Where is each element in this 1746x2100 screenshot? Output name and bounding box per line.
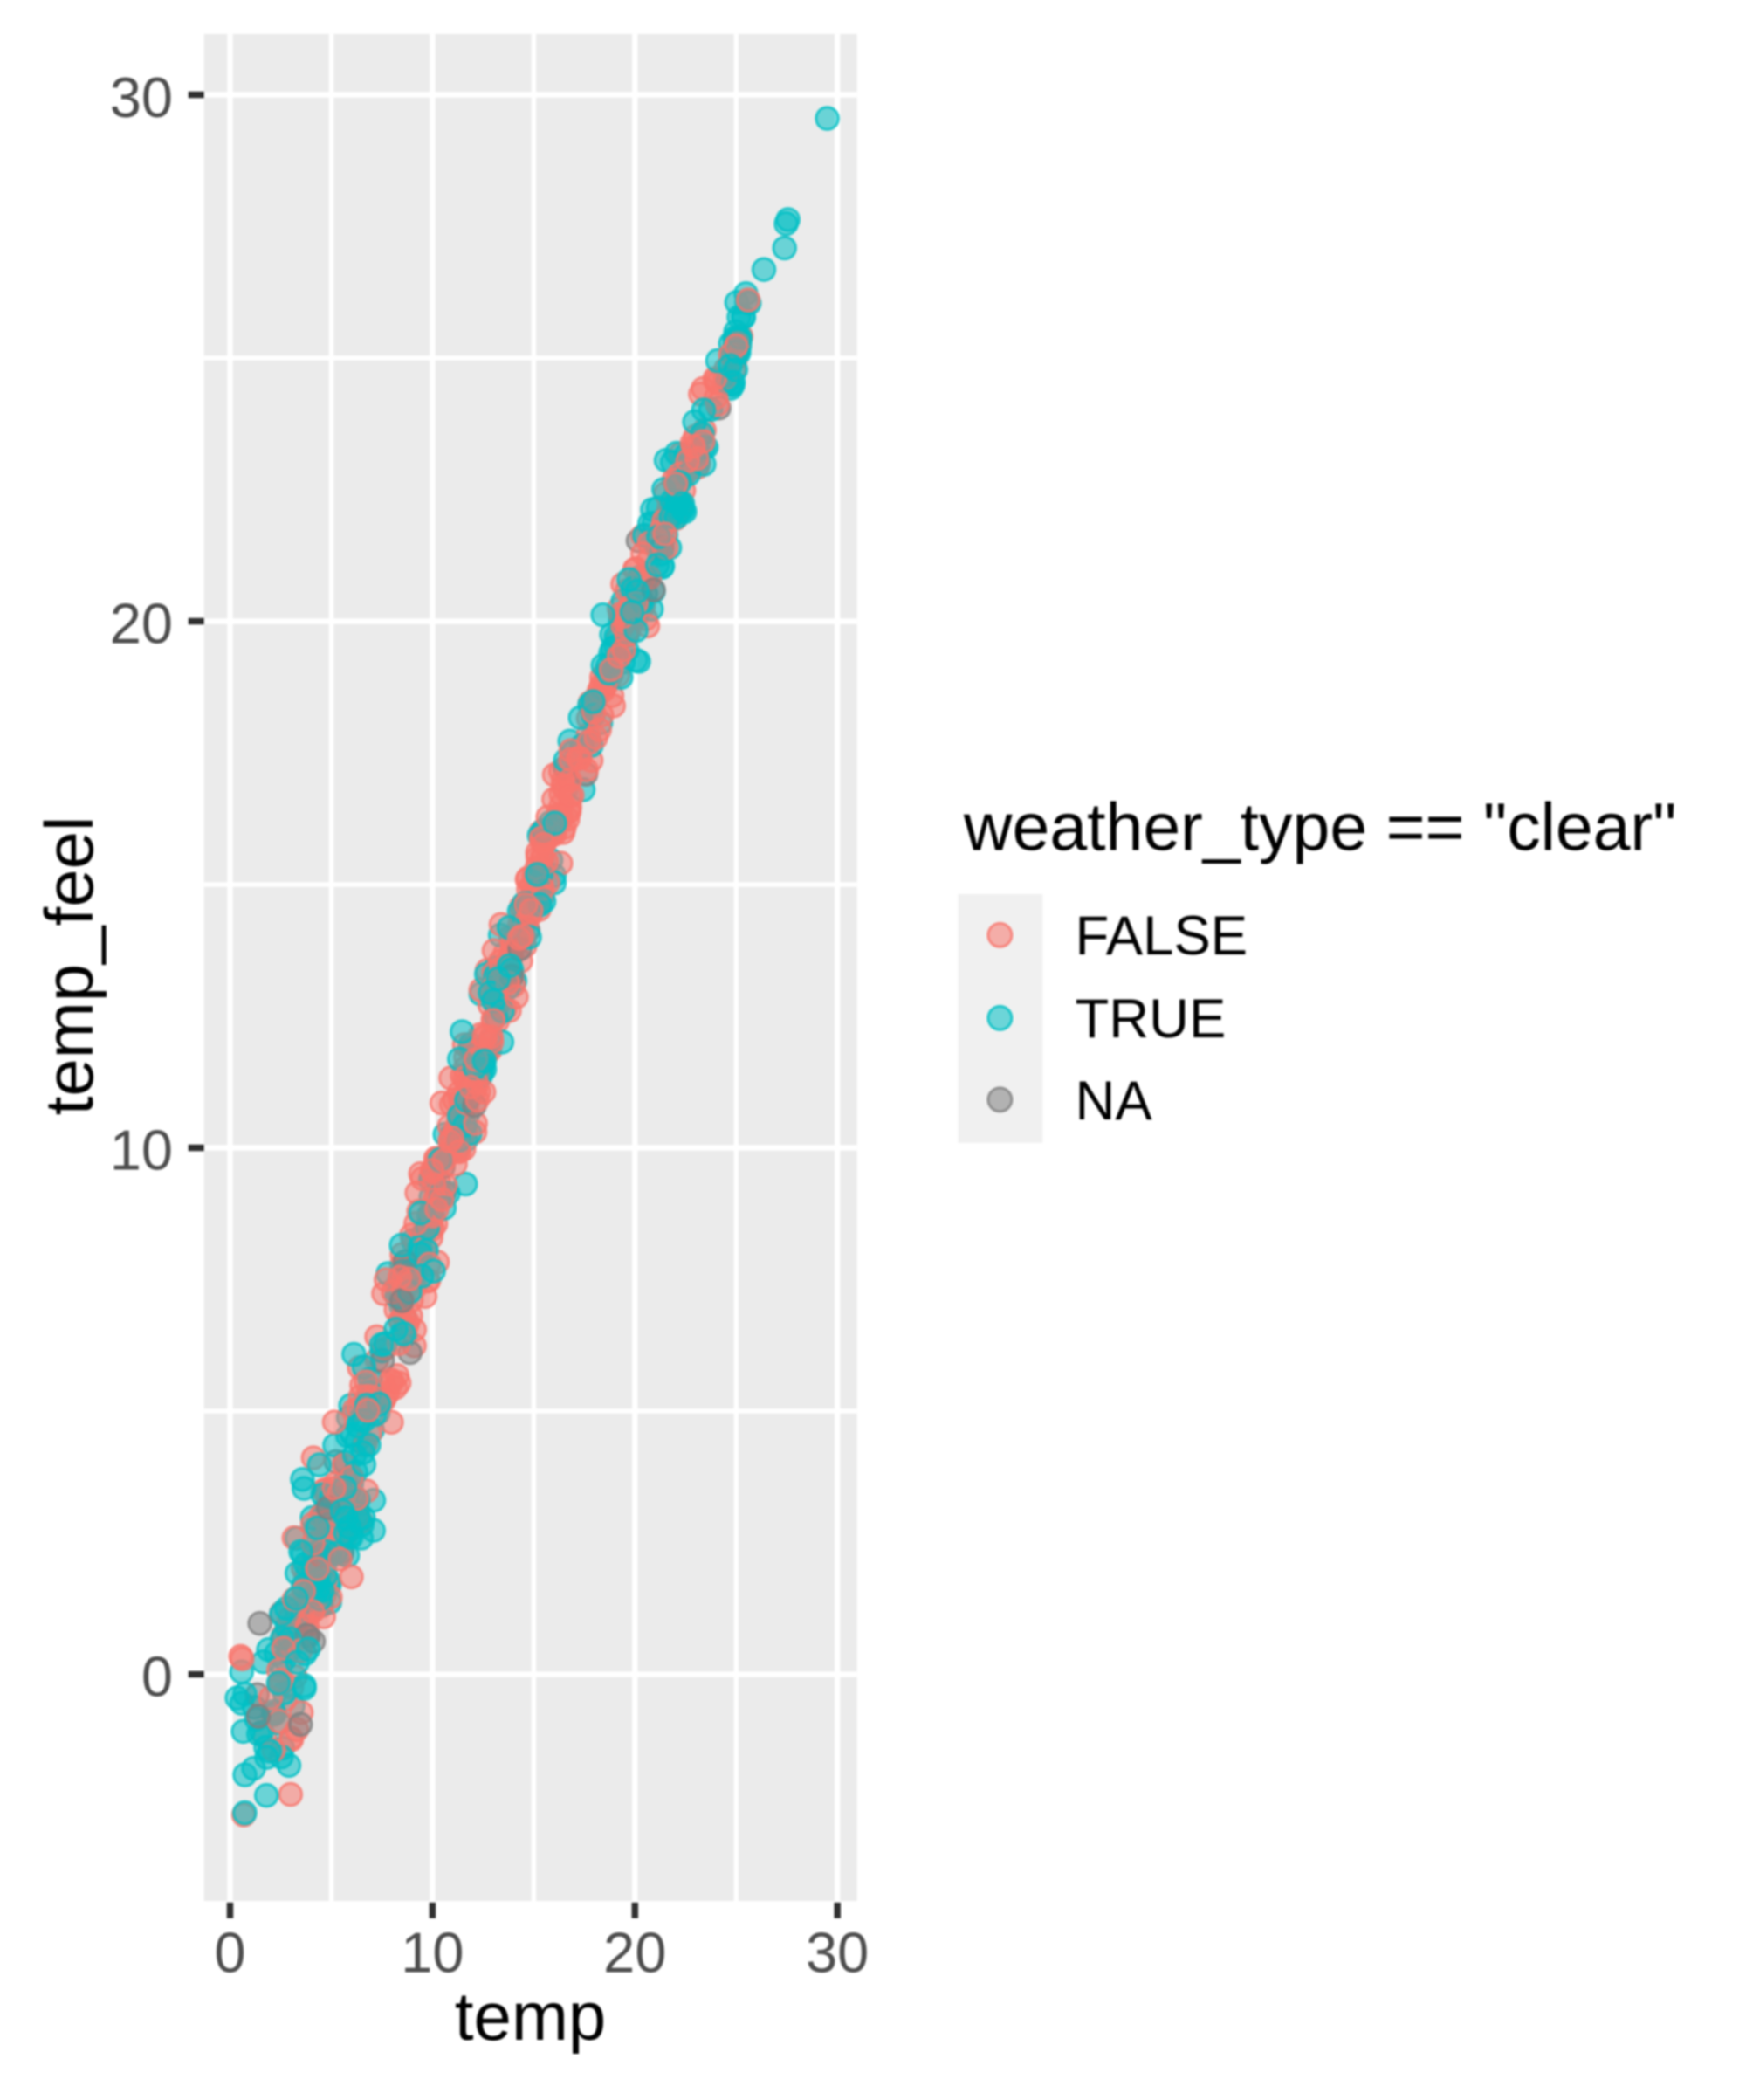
svg-text:20: 20 — [110, 592, 173, 656]
svg-text:temp_feel: temp_feel — [31, 816, 107, 1116]
svg-text:20: 20 — [603, 1921, 666, 1985]
svg-text:0: 0 — [214, 1921, 245, 1985]
svg-text:0: 0 — [141, 1645, 173, 1709]
svg-text:TRUE: TRUE — [1076, 988, 1227, 1050]
svg-text:NA: NA — [1076, 1071, 1153, 1132]
svg-text:10: 10 — [401, 1921, 464, 1985]
svg-text:30: 30 — [806, 1921, 869, 1985]
svg-text:temp: temp — [455, 1978, 606, 2055]
svg-text:30: 30 — [110, 65, 173, 129]
svg-text:FALSE: FALSE — [1076, 905, 1248, 967]
svg-text:10: 10 — [110, 1119, 173, 1182]
svg-text:weather_type == "clear": weather_type == "clear" — [963, 790, 1677, 865]
